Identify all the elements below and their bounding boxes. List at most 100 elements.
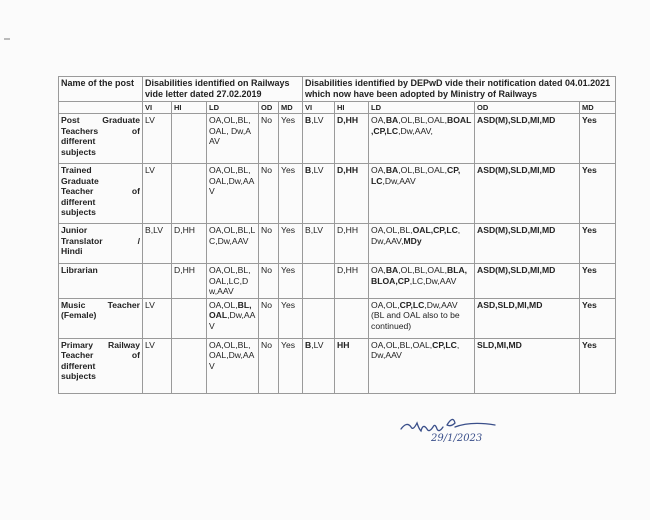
table-row: Librarian D,HH OA,OL,BL,OAL,LC,Dw,AAV No Yes…: [58, 263, 617, 299]
cell-depwd-ld: OA,OL,BL,OAL,CP,LC, Dw,AAV,MDy: [368, 223, 476, 264]
cell-text: No: [261, 265, 272, 275]
subheader-row: VI HI LD OD MD VI HI LD OD MD: [58, 101, 617, 114]
cell-depwd-od: ASD(M),SLD,MI,MD: [474, 223, 581, 264]
cell-text: OA,OL,: [371, 299, 400, 310]
cell-text: ,LV: [311, 115, 324, 125]
cell-rly-vi: [142, 263, 172, 299]
cell-depwd-md: Yes: [579, 263, 617, 299]
cell-text: OA,OL,: [209, 299, 238, 310]
subheader-railways-ld: LD: [206, 101, 259, 114]
cell-text: D,HH: [337, 225, 359, 235]
cell-text: MDy: [403, 235, 422, 246]
cell-rly-ld: OA,OL,BL,OAL,LC,Dw,AAV: [206, 263, 259, 299]
cell-text: Yes: [582, 265, 597, 275]
cell-text: Yes: [281, 339, 296, 350]
cell-rly-hi: [171, 113, 207, 164]
cell-text: OA,: [371, 265, 386, 275]
post-name-line: Teacher of: [61, 350, 140, 360]
table-row: Junior Translator / Hindi B,LV D,HH OA,OL,BL,…: [58, 223, 617, 264]
cell-text: OA,OL,BL,OAL,Dw,AAV: [209, 165, 255, 196]
cell-text: OA,OL,BL,OAL,LC,Dw,AAV: [209, 265, 251, 296]
cell-text: SLD,MI,MD: [477, 339, 522, 350]
cell-text: HH: [337, 339, 350, 350]
post-name-line: Librarian: [61, 265, 98, 275]
cell-depwd-hi: D,HH: [334, 113, 370, 164]
cell-text: ,OL,BL,OAL,: [398, 165, 447, 175]
cell-text: Yes: [582, 225, 597, 235]
post-name-cell: Music Teacher (Female): [58, 297, 143, 339]
post-name-line: Primary Railway: [61, 339, 140, 350]
cell-text: No: [261, 299, 272, 310]
cell-text: BOAL,CP,LC: [371, 115, 472, 136]
cell-text: ASD(M),SLD,MI,MD: [477, 225, 556, 235]
cell-rly-md: Yes: [277, 297, 304, 339]
cell-text: ,OL,BL,OAL,: [398, 265, 447, 275]
disabilities-table: Name of the post Disabilities identified…: [58, 76, 617, 394]
cell-rly-hi: D,HH: [171, 263, 207, 299]
cell-depwd-od: ASD(M),SLD,MI,MD: [474, 113, 581, 164]
cell-rly-md: Yes: [277, 337, 304, 394]
cell-text: Yes: [281, 265, 296, 275]
cell-rly-od: No: [258, 163, 279, 224]
table-row: Trained Graduate Teacher of different subjec…: [58, 163, 617, 224]
cell-depwd-vi: B,LV: [302, 113, 336, 164]
post-name-line: Teacher of: [61, 186, 140, 196]
cell-rly-ld: OA,OL,BL,OAL,Dw,AAV: [206, 297, 259, 339]
cell-text: B,LV: [305, 225, 324, 235]
cell-rly-hi: D,HH: [171, 223, 207, 264]
cell-text: ,Dw,AAV (BL and OAL also to be continued…: [371, 299, 460, 331]
cell-rly-vi: LV: [142, 337, 172, 394]
cell-rly-od: No: [258, 297, 279, 339]
cell-depwd-od: ASD(M),SLD,MI,MD: [474, 263, 581, 299]
cell-text: Yes: [281, 225, 296, 235]
cell-depwd-hi: D,HH: [334, 223, 370, 264]
cell-text: Yes: [582, 165, 597, 175]
subheader-depwd-ld: LD: [368, 101, 476, 114]
table-row: Post Graduate Teachers of different subject…: [58, 113, 617, 164]
post-name-line: different: [61, 360, 96, 371]
post-name-line: Graduate: [61, 175, 99, 186]
cell-rly-od: No: [258, 337, 279, 394]
cell-depwd-ld: OA,OL,CP,LC,Dw,AAV (BL and OAL also to b…: [368, 297, 476, 339]
cell-text: LV: [145, 115, 155, 125]
cell-rly-md: Yes: [277, 263, 304, 299]
cell-text: OA,OL,BL,OAL, Dw,AAV: [209, 115, 252, 146]
cell-text: ,Dw,AAV,: [398, 125, 433, 136]
post-name-cell: Trained Graduate Teacher of different subjec…: [58, 163, 143, 224]
signature-date: 29/1/2023: [431, 433, 483, 444]
subheader-depwd-vi: VI: [302, 101, 336, 114]
cell-text: D,HH: [337, 265, 359, 275]
cell-depwd-md: Yes: [579, 297, 617, 339]
cell-rly-ld: OA,OL,BL,OAL,Dw,AAV: [206, 337, 259, 394]
cell-depwd-od: SLD,MI,MD: [474, 337, 581, 394]
cell-text: LV: [145, 165, 155, 175]
cell-text: LV: [145, 299, 155, 310]
cell-text: ASD(M),SLD,MI,MD: [477, 115, 556, 125]
cell-depwd-od: ASD,SLD,MI,MD: [474, 297, 581, 339]
cell-depwd-vi: B,LV: [302, 163, 336, 224]
cell-text: D,HH: [337, 165, 359, 175]
cell-text: ,LV: [311, 339, 324, 350]
post-name-line: Trained: [61, 165, 92, 175]
post-name-line: Translator /: [61, 235, 140, 246]
cell-text: Yes: [281, 115, 296, 125]
cell-text: ,OL,BL,OAL,: [398, 115, 447, 125]
cell-text: ,Dw,AAV: [209, 310, 256, 331]
cell-depwd-md: Yes: [579, 223, 617, 264]
cell-text: B: [305, 165, 312, 175]
cell-text: ASD(M),SLD,MI,MD: [477, 165, 556, 175]
cell-depwd-md: Yes: [579, 163, 617, 224]
cell-rly-vi: LV: [142, 163, 172, 224]
post-name-line: Post Graduate: [61, 115, 140, 125]
cell-text: BA: [385, 165, 399, 175]
cell-rly-md: Yes: [277, 163, 304, 224]
cell-text: B: [305, 339, 312, 350]
post-name-line: different: [61, 136, 96, 146]
cell-rly-hi: [171, 337, 207, 394]
subheader-railways-md: MD: [277, 101, 304, 114]
cell-text: CP,LC: [399, 299, 425, 310]
cell-depwd-ld: OA,OL,BL,OAL,CP,LC, Dw,AAV: [368, 337, 476, 394]
cell-text: ,LC,Dw,AAV: [409, 275, 457, 286]
cell-text: BA: [385, 115, 399, 125]
cell-depwd-vi: [302, 297, 336, 339]
